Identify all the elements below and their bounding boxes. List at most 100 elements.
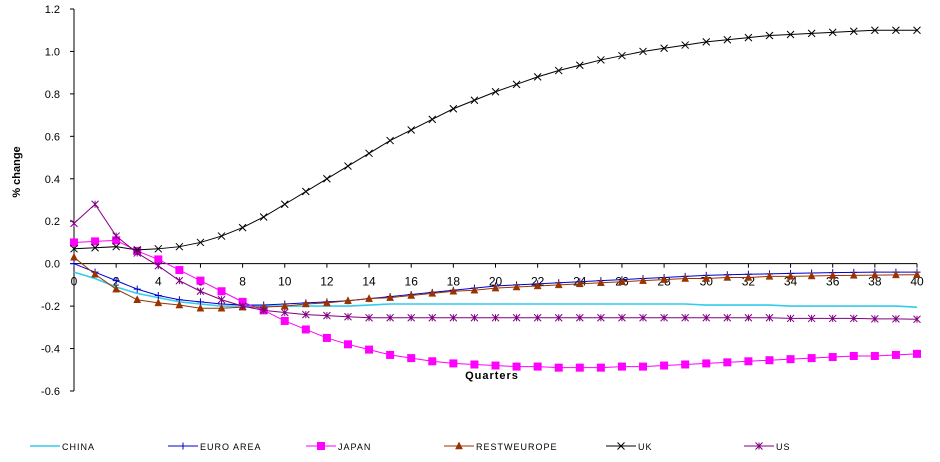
data-point bbox=[407, 290, 416, 299]
series-restweurope bbox=[70, 252, 921, 312]
y-axis-label: % change bbox=[11, 146, 23, 197]
legend-label: CHINA bbox=[62, 442, 95, 452]
data-point bbox=[639, 276, 647, 284]
data-point bbox=[70, 219, 78, 228]
series-uk bbox=[70, 26, 921, 254]
y-tick-label: -0.2 bbox=[41, 301, 60, 313]
data-point bbox=[828, 28, 837, 37]
data-point bbox=[112, 232, 121, 240]
data-point bbox=[179, 442, 187, 450]
legend-label: RESTWEUROPE bbox=[476, 442, 558, 452]
data-point bbox=[91, 243, 99, 252]
data-point bbox=[618, 277, 626, 285]
data-point bbox=[617, 362, 626, 371]
data-point bbox=[596, 278, 605, 287]
data-point bbox=[217, 287, 226, 296]
data-point bbox=[317, 442, 325, 450]
data-point bbox=[660, 275, 669, 283]
x-tick-label: 32 bbox=[742, 275, 756, 289]
data-point bbox=[112, 284, 121, 293]
data-point bbox=[828, 270, 837, 279]
data-point bbox=[639, 362, 648, 371]
data-point bbox=[154, 244, 163, 253]
y-tick-label: 1.2 bbox=[45, 4, 60, 16]
data-point bbox=[70, 238, 78, 247]
data-point bbox=[280, 200, 289, 209]
data-point bbox=[175, 266, 184, 275]
data-point bbox=[702, 313, 711, 322]
data-point bbox=[596, 363, 605, 372]
data-point bbox=[386, 350, 395, 359]
data-point bbox=[428, 115, 437, 124]
data-point bbox=[323, 174, 331, 183]
data-point bbox=[618, 51, 626, 60]
legend-item: US bbox=[744, 442, 790, 452]
data-point bbox=[365, 149, 373, 158]
data-point bbox=[512, 282, 521, 291]
data-point bbox=[470, 313, 479, 322]
data-point bbox=[723, 313, 732, 322]
data-point bbox=[449, 104, 458, 113]
y-tick-label: 0.4 bbox=[45, 174, 60, 186]
data-point bbox=[891, 350, 900, 359]
data-point bbox=[554, 363, 563, 372]
data-point bbox=[807, 29, 816, 38]
data-point bbox=[554, 280, 563, 289]
x-tick-label: 10 bbox=[278, 275, 292, 289]
legend: CHINA EURO AREA JAPAN RESTWEUROPE UK US bbox=[30, 441, 790, 452]
data-point bbox=[70, 260, 78, 268]
data-point bbox=[786, 271, 795, 280]
data-point bbox=[723, 272, 732, 281]
data-point bbox=[449, 313, 458, 322]
data-point bbox=[470, 96, 479, 105]
y-tick-label: 0.0 bbox=[45, 259, 60, 271]
data-point bbox=[870, 270, 879, 279]
x-tick-label: 0 bbox=[71, 275, 78, 289]
data-point bbox=[217, 303, 226, 312]
data-point bbox=[196, 238, 205, 247]
data-point bbox=[575, 363, 584, 372]
data-point bbox=[344, 162, 352, 170]
data-point bbox=[154, 298, 163, 307]
data-point bbox=[681, 41, 690, 49]
series-china bbox=[73, 271, 918, 308]
data-point bbox=[723, 35, 732, 44]
data-point bbox=[786, 355, 795, 364]
data-point bbox=[660, 313, 668, 322]
data-point bbox=[723, 358, 732, 367]
data-point bbox=[112, 277, 120, 285]
data-point bbox=[554, 313, 563, 322]
data-point bbox=[386, 293, 395, 301]
data-point bbox=[449, 286, 458, 295]
data-point bbox=[786, 314, 795, 323]
y-tick-label: -0.6 bbox=[41, 386, 60, 398]
data-point bbox=[238, 302, 247, 310]
data-point bbox=[175, 242, 184, 251]
legend-item: EURO AREA bbox=[168, 442, 261, 452]
data-point bbox=[849, 270, 858, 279]
data-point bbox=[512, 80, 521, 89]
data-point bbox=[196, 303, 205, 312]
data-point bbox=[259, 213, 268, 221]
data-point bbox=[365, 345, 374, 354]
data-point bbox=[70, 244, 78, 253]
data-point bbox=[133, 285, 141, 293]
x-tick-label: 34 bbox=[784, 275, 798, 289]
data-point bbox=[344, 296, 352, 305]
data-point bbox=[280, 316, 289, 325]
data-point bbox=[533, 281, 542, 290]
data-point bbox=[765, 356, 774, 365]
data-point bbox=[681, 273, 690, 282]
data-point bbox=[154, 261, 163, 270]
data-point bbox=[892, 314, 900, 323]
data-point bbox=[870, 351, 879, 360]
data-point bbox=[744, 33, 753, 42]
data-point bbox=[491, 87, 500, 96]
data-point bbox=[702, 38, 711, 46]
data-point bbox=[175, 276, 184, 285]
data-point bbox=[491, 313, 500, 322]
data-point bbox=[849, 314, 858, 323]
y-tick-label: -0.4 bbox=[41, 344, 60, 356]
data-point bbox=[322, 298, 331, 307]
